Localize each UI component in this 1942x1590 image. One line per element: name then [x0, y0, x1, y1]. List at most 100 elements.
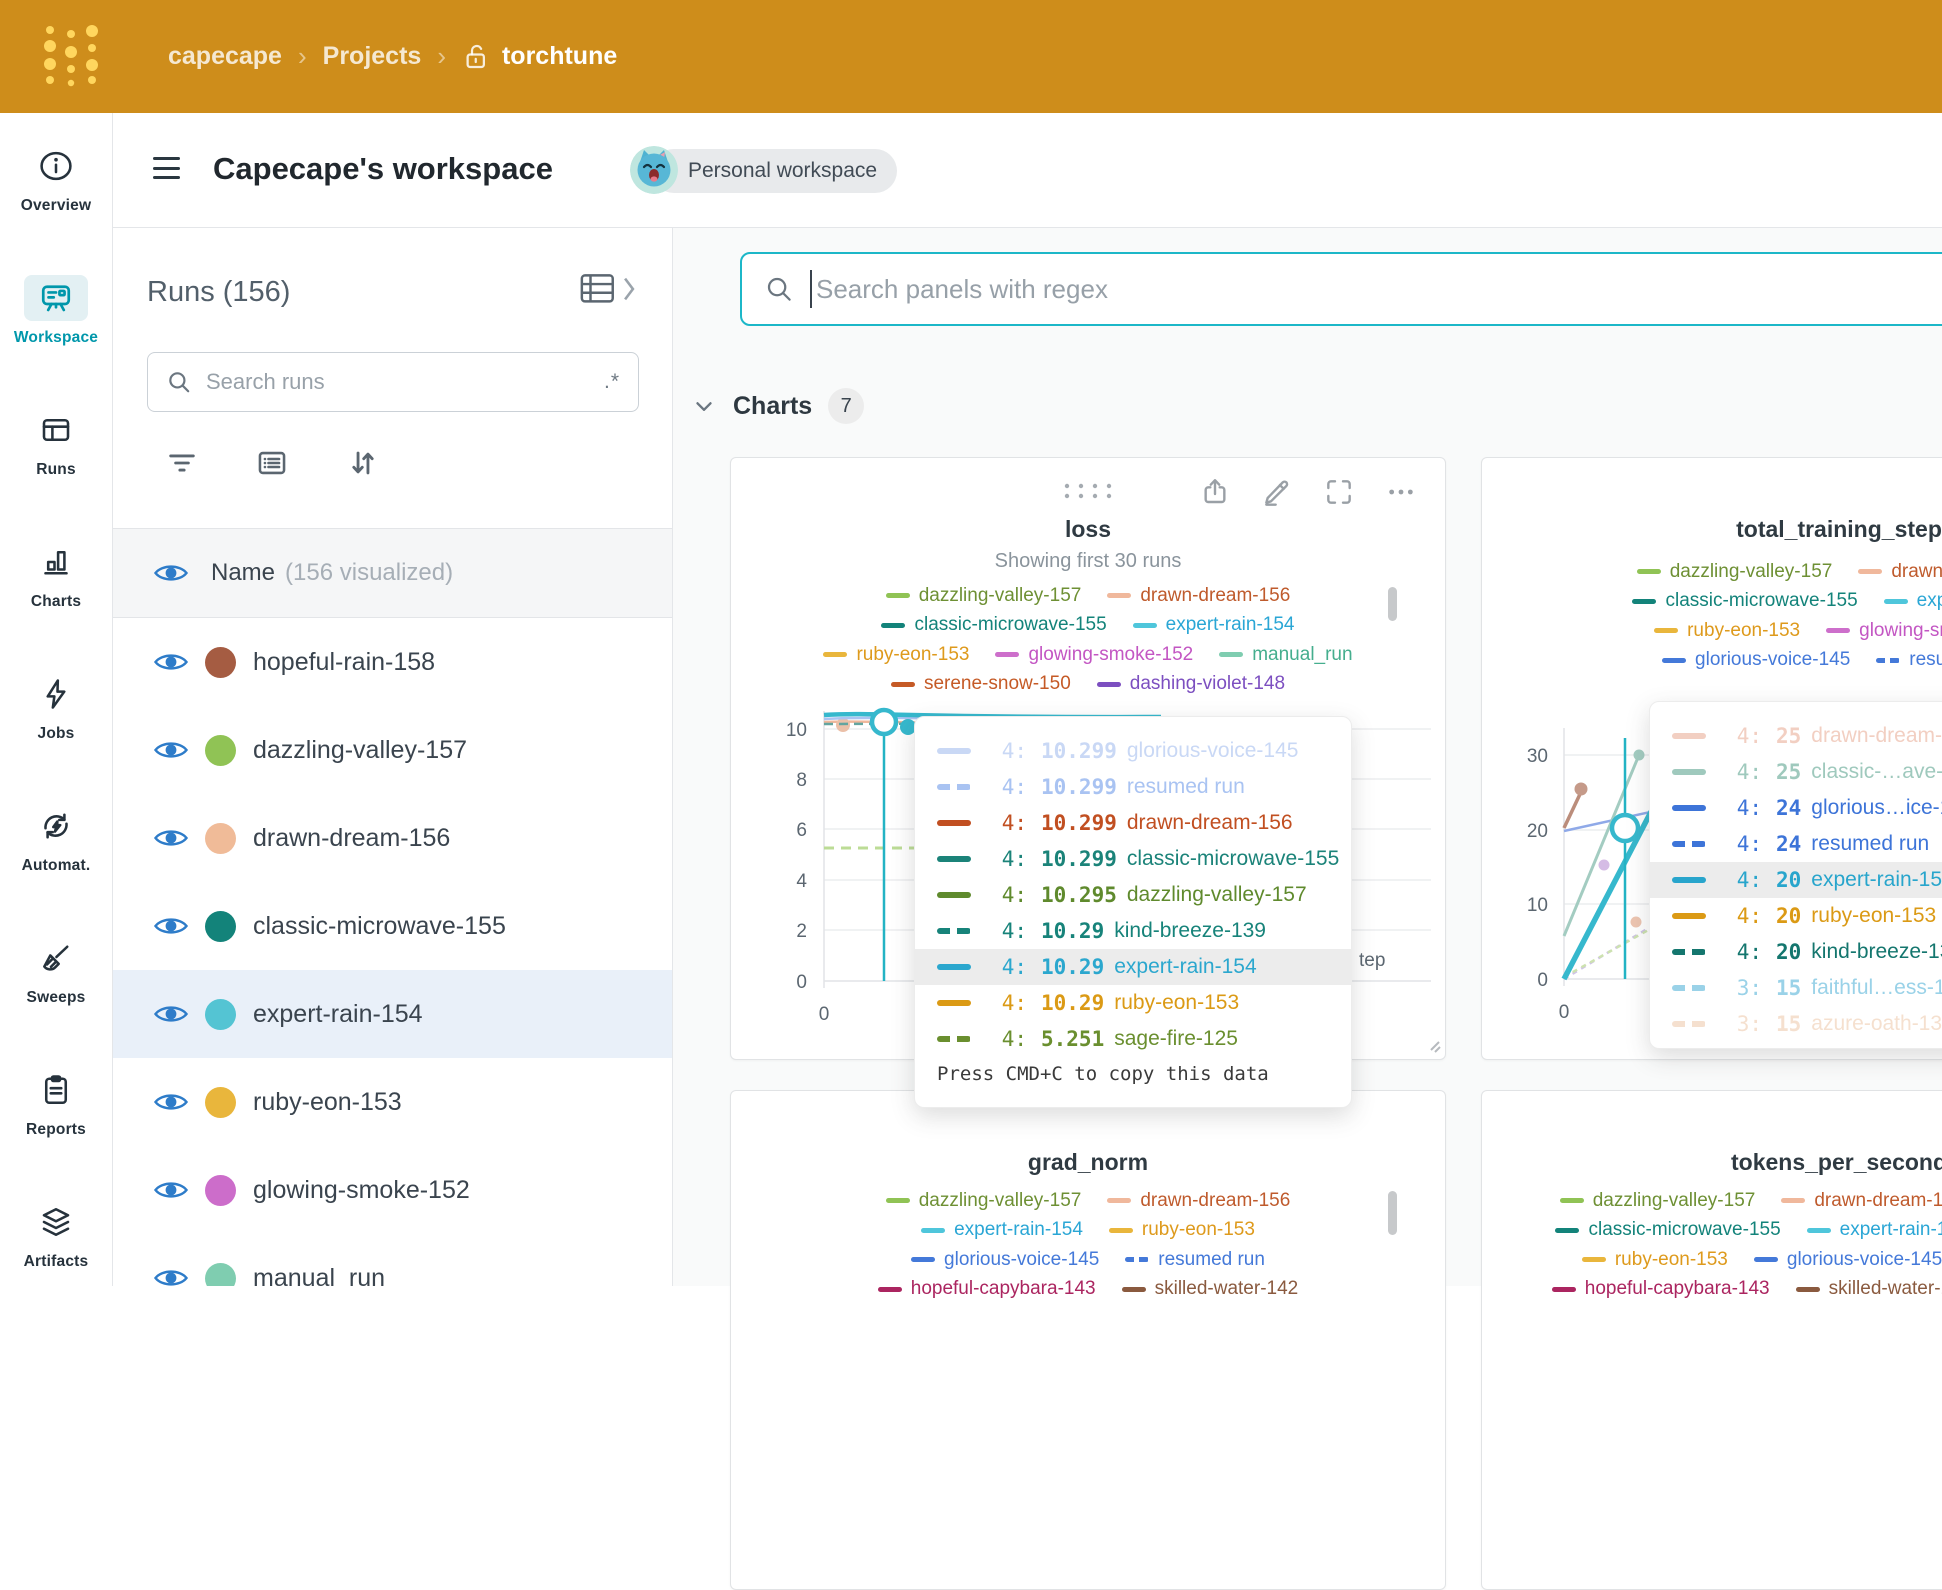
legend-item[interactable]: dazzling-valley-157 — [1636, 558, 1832, 586]
sidebar-item-automat[interactable]: Automat. — [0, 791, 112, 923]
run-name[interactable]: glowing-smoke-152 — [253, 1175, 470, 1204]
sidebar-item-workspace[interactable]: Workspace — [0, 263, 112, 395]
legend-item[interactable]: drawn-dream-156 — [1107, 582, 1290, 610]
export-icon[interactable] — [1199, 476, 1231, 513]
charts-section-header[interactable]: Charts 7 — [691, 388, 865, 424]
run-row[interactable]: manual_run — [113, 1234, 672, 1287]
legend-item[interactable]: expert-rain-154 — [1883, 587, 1942, 615]
legend-item[interactable]: resumed run — [1876, 646, 1942, 674]
legend-item[interactable]: dazzling-valley-157 — [885, 582, 1081, 610]
chart-legend: dazzling-valley-157 drawn-dream-156 clas… — [731, 580, 1445, 698]
panel-grad-norm[interactable]: grad_norm dazzling-valley-157 drawn-drea… — [730, 1090, 1446, 1590]
legend-item[interactable]: dazzling-valley-157 — [885, 1187, 1081, 1215]
legend-item[interactable]: glorious-voice-145 — [1753, 1246, 1942, 1274]
run-name[interactable]: manual_run — [253, 1263, 386, 1287]
filter-icon[interactable] — [165, 446, 199, 485]
legend-item[interactable]: manual_run — [1219, 641, 1353, 669]
run-name[interactable]: dazzling-valley-157 — [253, 735, 468, 764]
panel-tokens-per-second[interactable]: tokens_per_second dazzling-valley-157 dr… — [1481, 1090, 1942, 1590]
legend-item[interactable]: ruby-eon-153 — [823, 641, 969, 669]
legend-item[interactable]: expert-rain-154 — [1132, 611, 1295, 639]
more-icon[interactable] — [1385, 476, 1417, 513]
breadcrumb-projects[interactable]: Projects — [322, 42, 422, 70]
run-color-dot — [205, 1086, 236, 1118]
legend-item[interactable]: dazzling-valley-157 — [1559, 1187, 1755, 1215]
avatar[interactable] — [630, 146, 678, 194]
eye-icon[interactable] — [153, 737, 189, 763]
eye-icon[interactable] — [153, 1177, 189, 1203]
legend-item[interactable]: skilled-water-142 — [1121, 1275, 1298, 1303]
sidebar-item-jobs[interactable]: Jobs — [0, 659, 112, 791]
legend-item[interactable]: serene-snow-150 — [890, 670, 1071, 698]
legend-item[interactable]: ruby-eon-153 — [1581, 1246, 1728, 1274]
chevron-down-icon[interactable] — [691, 393, 717, 419]
eye-icon[interactable] — [153, 560, 189, 586]
eye-icon[interactable] — [153, 913, 189, 939]
legend-item[interactable]: classic-microwave-155 — [881, 611, 1107, 639]
legend-item[interactable]: glorious-voice-145 — [911, 1246, 1099, 1274]
panel-search-input[interactable]: Search panels with regex — [740, 252, 1942, 326]
run-row[interactable]: dazzling-valley-157 — [113, 706, 672, 794]
chart-legend: dazzling-valley-157 drawn-dream-156 clas… — [1482, 1185, 1942, 1303]
legend-line-swatch — [1132, 622, 1157, 628]
legend-item[interactable]: skilled-water-142 — [1795, 1275, 1942, 1303]
breadcrumb-project[interactable]: torchtune — [501, 42, 618, 70]
legend-item[interactable]: drawn-dream-156 — [1781, 1187, 1942, 1215]
drag-handle-icon[interactable] — [731, 480, 1445, 502]
run-row[interactable]: ruby-eon-153 — [113, 1058, 672, 1146]
legend-item[interactable]: ruby-eon-153 — [1654, 617, 1800, 645]
legend-item[interactable]: glorious-voice-145 — [1662, 646, 1850, 674]
legend-item[interactable]: glowing-smoke-152 — [995, 641, 1193, 669]
eye-icon[interactable] — [153, 1089, 189, 1115]
menu-icon[interactable] — [153, 157, 180, 179]
legend-scrollbar[interactable] — [1388, 587, 1397, 621]
legend-item[interactable]: ruby-eon-153 — [1108, 1216, 1255, 1244]
legend-item[interactable]: drawn-dream-156 — [1858, 558, 1942, 586]
legend-item[interactable]: classic-microwave-155 — [1555, 1216, 1781, 1244]
legend-item[interactable]: dashing-violet-148 — [1096, 670, 1285, 698]
group-icon[interactable] — [255, 446, 289, 485]
runs-list-header[interactable]: Name (156 visualized) — [113, 528, 672, 618]
search-runs-input[interactable]: Search runs .* — [147, 352, 639, 412]
sidebar-item-reports[interactable]: Reports — [0, 1055, 112, 1187]
legend-item[interactable]: expert-rain-154 — [921, 1216, 1083, 1244]
run-row[interactable]: drawn-dream-156 — [113, 794, 672, 882]
edit-icon[interactable] — [1261, 476, 1293, 513]
expand-table-icon[interactable] — [580, 272, 636, 306]
eye-icon[interactable] — [153, 649, 189, 675]
panel-loss[interactable]: loss Showing first 30 runs dazzling-vall… — [730, 457, 1446, 1108]
eye-icon[interactable] — [153, 825, 189, 851]
run-name[interactable]: hopeful-rain-158 — [253, 647, 436, 676]
eye-icon[interactable] — [153, 1001, 189, 1027]
sidebar-item-sweeps[interactable]: Sweeps — [0, 923, 112, 1055]
legend-item[interactable]: resumed run — [1125, 1246, 1265, 1274]
legend-item[interactable]: classic-microwave-155 — [1632, 587, 1858, 615]
legend-item[interactable]: hopeful-capybara-143 — [1551, 1275, 1770, 1303]
run-row[interactable]: classic-microwave-155 — [113, 882, 672, 970]
legend-item[interactable]: hopeful-capybara-143 — [877, 1275, 1096, 1303]
breadcrumb-entity[interactable]: capecape — [168, 42, 282, 70]
sidebar-item-artifacts[interactable]: Artifacts — [0, 1187, 112, 1319]
run-row[interactable]: glowing-smoke-152 — [113, 1146, 672, 1234]
sort-icon[interactable] — [346, 446, 380, 485]
tooltip-line-swatch — [1672, 769, 1706, 775]
legend-line-swatch — [1107, 1198, 1132, 1203]
legend-item[interactable]: expert-rain-154 — [1806, 1216, 1942, 1244]
legend-item[interactable]: glowing-smoke-152 — [1826, 617, 1942, 645]
run-name[interactable]: expert-rain-154 — [253, 999, 423, 1028]
legend-scrollbar[interactable] — [1388, 1191, 1397, 1235]
run-name[interactable]: drawn-dream-156 — [253, 823, 451, 852]
sidebar-item-runs[interactable]: Runs — [0, 395, 112, 527]
sidebar-item-overview[interactable]: Overview — [0, 131, 112, 263]
sidebar-item-charts[interactable]: Charts — [0, 527, 112, 659]
run-row[interactable]: hopeful-rain-158 — [113, 618, 672, 706]
regex-toggle[interactable]: .* — [603, 370, 620, 393]
wandb-logo-icon[interactable] — [40, 22, 102, 92]
run-name[interactable]: ruby-eon-153 — [253, 1087, 402, 1116]
fullscreen-icon[interactable] — [1323, 476, 1355, 513]
legend-item[interactable]: drawn-dream-156 — [1107, 1187, 1290, 1215]
run-name[interactable]: classic-microwave-155 — [253, 911, 506, 940]
eye-icon[interactable] — [153, 1265, 189, 1286]
run-row[interactable]: expert-rain-154 — [113, 970, 672, 1058]
panel-total-training-step[interactable]: total_training_step dazzling-valley-157 … — [1481, 457, 1942, 1060]
